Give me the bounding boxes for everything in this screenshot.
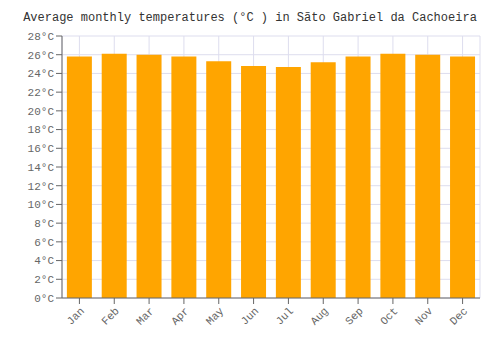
svg-text:0°C: 0°C [34,293,54,305]
svg-text:12°C: 12°C [28,181,55,193]
svg-text:16°C: 16°C [28,143,55,155]
svg-text:28°C: 28°C [28,31,55,43]
svg-text:Nov: Nov [413,305,436,328]
svg-text:8°C: 8°C [34,218,54,230]
svg-text:Sep: Sep [343,305,365,327]
svg-text:May: May [204,305,227,328]
svg-text:14°C: 14°C [28,162,55,174]
svg-text:10°C: 10°C [28,199,55,211]
svg-text:Aug: Aug [308,305,330,327]
svg-text:20°C: 20°C [28,106,55,118]
svg-text:Oct: Oct [378,305,400,327]
svg-text:Dec: Dec [448,305,470,327]
svg-text:Jun: Jun [239,305,261,327]
svg-text:Jul: Jul [274,305,296,327]
svg-text:Jan: Jan [65,305,87,327]
svg-text:22°C: 22°C [28,87,55,99]
svg-text:26°C: 26°C [28,50,55,62]
html-text:Average monthly temperatures (: Average monthly temperatures (°C ) in Sã… [23,11,477,25]
svg-text:6°C: 6°C [34,237,54,249]
svg-text:Mar: Mar [134,305,156,327]
svg-text:4°C: 4°C [34,255,54,267]
svg-text:24°C: 24°C [28,68,55,80]
svg-text:18°C: 18°C [28,124,55,136]
svg-text:Apr: Apr [169,305,191,327]
svg-text:Feb: Feb [99,305,121,327]
svg-text:2°C: 2°C [34,274,54,286]
